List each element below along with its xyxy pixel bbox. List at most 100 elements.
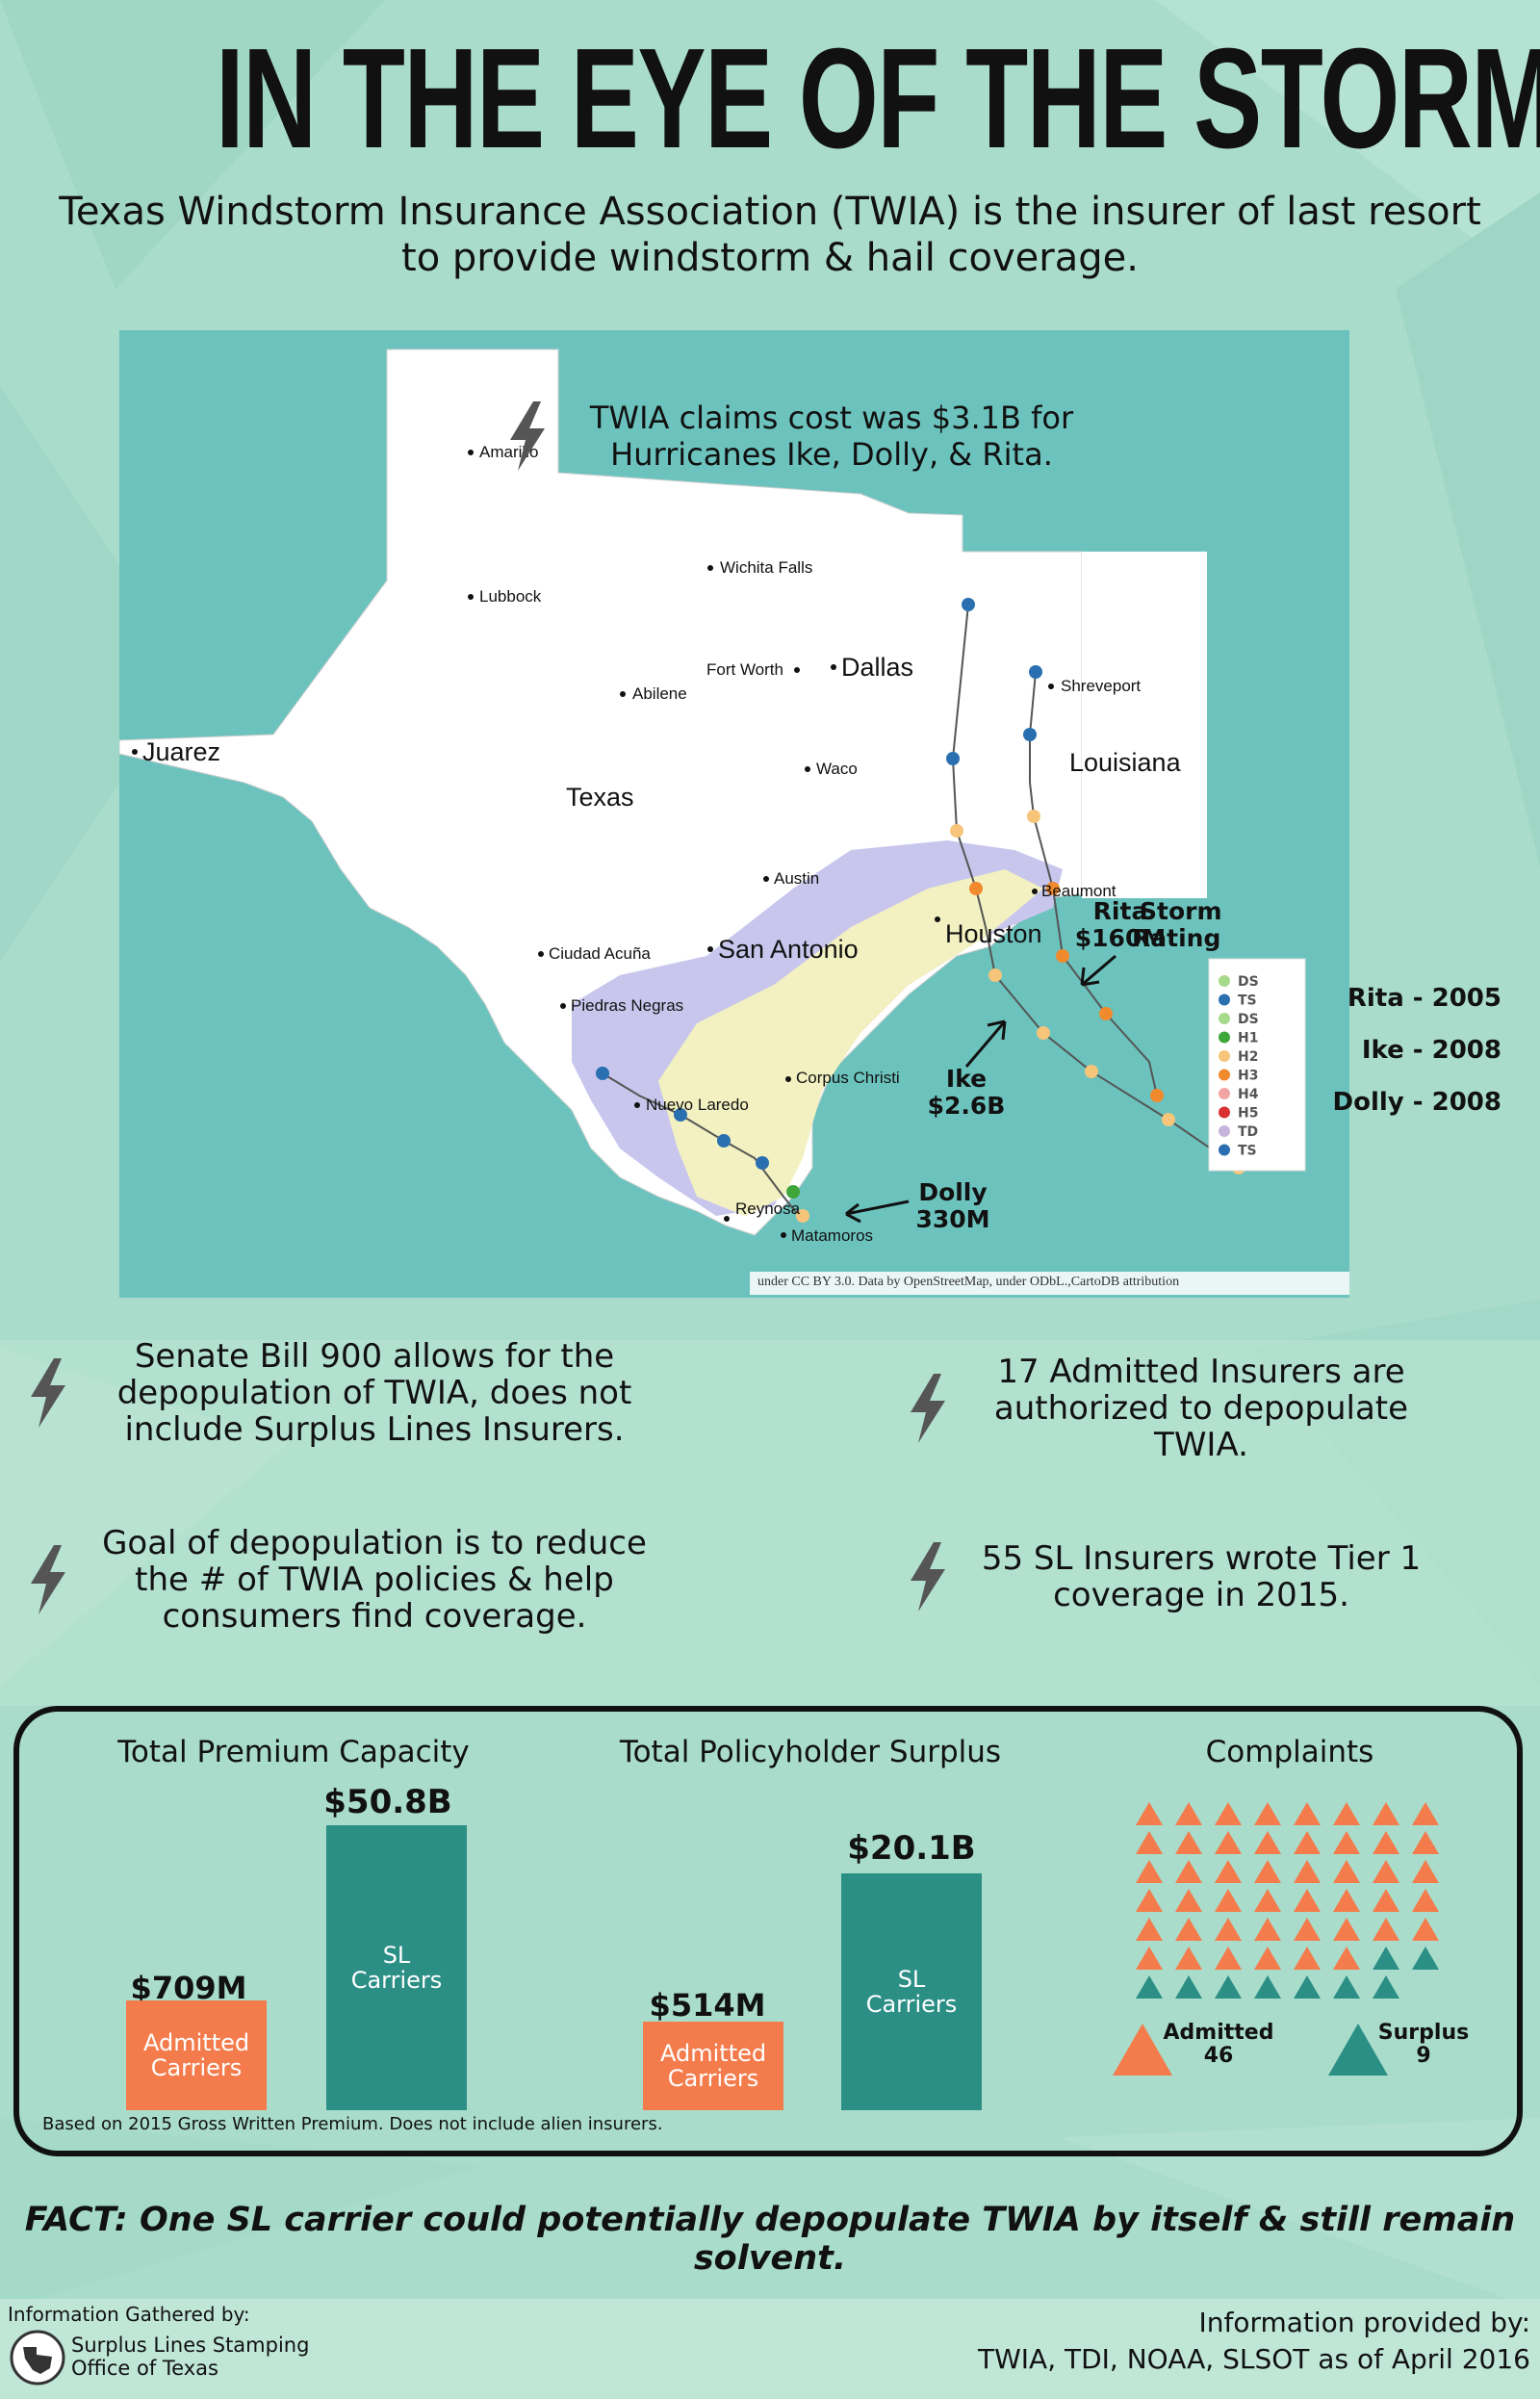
city-ciudad-acuna: Ciudad Acuña: [549, 944, 651, 963]
admitted-complaint-mark: [1294, 1918, 1321, 1941]
admitted-complaint-mark: [1254, 1831, 1281, 1854]
org-line-2: Office of Texas: [71, 2357, 218, 2380]
footer: Information Gathered by: Surplus Lines S…: [0, 2299, 1540, 2399]
point-4: 55 SL Insurers wrote Tier 1 coverage in …: [905, 1540, 1444, 1613]
admitted-complaint-mark: [1175, 1918, 1202, 1941]
rita-pt: [1023, 728, 1037, 741]
city-corpus-christi: Corpus Christi: [796, 1069, 900, 1087]
admitted-complaint-mark: [1215, 1831, 1242, 1854]
lightning-icon: [911, 1374, 945, 1443]
admitted-complaint-mark: [1136, 1947, 1163, 1970]
complaints-surplus-count: 9: [1416, 2044, 1431, 2068]
admitted-complaint-mark: [1254, 1889, 1281, 1912]
dolly-arrow: [845, 1200, 910, 1224]
rita-pt: [1150, 1089, 1164, 1102]
complaints-admitted: Admitted 46: [1161, 2022, 1276, 2068]
admitted-complaint-mark: [1136, 1889, 1163, 1912]
legend-label: TS: [1238, 993, 1257, 1009]
premium-admitted-value: $709M: [130, 1970, 247, 2006]
gathered-by: Information Gathered by:: [8, 2303, 250, 2326]
admitted-complaint-mark: [1294, 1947, 1321, 1970]
admitted-complaint-mark: [1373, 1918, 1399, 1941]
admitted-complaint-mark: [1333, 1831, 1360, 1854]
point-4-text: 55 SL Insurers wrote Tier 1 coverage in …: [981, 1539, 1422, 1614]
dolly-pt: [717, 1134, 731, 1148]
map-svg: Amarillo Lubbock Wichita Falls Fort Wort…: [119, 348, 1349, 1295]
ike-name: Ike: [946, 1065, 987, 1093]
coastal-zone-yellow: [658, 869, 1043, 1216]
city-labels: Amarillo Lubbock Wichita Falls Fort Wort…: [132, 443, 1182, 1245]
admitted-complaint-mark: [1412, 1860, 1439, 1883]
admitted-complaint-mark: [1373, 1860, 1399, 1883]
rita-pt: [1099, 1007, 1113, 1020]
complaints-admitted-label: Admitted: [1163, 2021, 1274, 2045]
lightning-icon: [911, 1542, 945, 1612]
complaints-grid: [1136, 1802, 1439, 1999]
org-name: Surplus Lines Stamping Office of Texas: [71, 2334, 309, 2380]
dolly-pt: [756, 1156, 769, 1170]
storm-map: Amarillo Lubbock Wichita Falls Fort Wort…: [119, 330, 1349, 1298]
legend-label: DS: [1238, 974, 1259, 990]
premium-sl-bar: SL Carriers: [326, 1825, 467, 2110]
dolly-pt: [596, 1067, 609, 1080]
admitted-complaint-mark: [1136, 1802, 1163, 1825]
admitted-complaint-mark: [1215, 1918, 1242, 1941]
lightning-icon: [31, 1545, 65, 1614]
admitted-complaint-mark: [1412, 1802, 1439, 1825]
admitted-complaint-mark: [1333, 1860, 1360, 1883]
city-reynosa: Reynosa: [735, 1200, 801, 1218]
admitted-complaint-mark: [1373, 1802, 1399, 1825]
year-rita: Rita - 2005: [1347, 984, 1502, 1013]
ike-pt: [1037, 1026, 1050, 1040]
legend-title-1: Storm: [1140, 897, 1222, 925]
surplus-complaint-mark: [1412, 1947, 1439, 1970]
city-piedras-negras: Piedras Negras: [571, 996, 683, 1015]
rita-pt: [1027, 810, 1040, 823]
slsot-logo: [10, 2330, 65, 2386]
city-dallas: Dallas: [841, 653, 913, 682]
legend-label: H1: [1238, 1031, 1258, 1046]
lightning-icon: [31, 1358, 65, 1428]
city-shreveport: Shreveport: [1061, 677, 1141, 695]
legend-swatch: [1219, 1106, 1230, 1119]
ike-pt: [962, 598, 975, 611]
admitted-complaint-mark: [1254, 1860, 1281, 1883]
legend-label: TS: [1238, 1144, 1257, 1159]
point-2: 17 Admitted Insurers are authorized to d…: [905, 1354, 1444, 1463]
admitted-complaint-mark: [1215, 1802, 1242, 1825]
legend-label: H5: [1238, 1106, 1258, 1122]
rita-pt: [1056, 949, 1069, 963]
ike-pt: [1162, 1113, 1175, 1126]
admitted-complaint-mark: [1136, 1918, 1163, 1941]
dolly-name: Dolly: [918, 1178, 987, 1206]
ike-arrow: [964, 1019, 1007, 1068]
admitted-complaint-mark: [1412, 1918, 1439, 1941]
admitted-complaint-mark: [1175, 1831, 1202, 1854]
lightning-icon: [510, 401, 545, 471]
admitted-complaint-mark: [1373, 1831, 1399, 1854]
premium-admitted-label: Admitted Carriers: [143, 2029, 250, 2081]
admitted-complaint-mark: [1254, 1918, 1281, 1941]
fact-statement: FACT: One SL carrier could potentially d…: [24, 2201, 1516, 2278]
city-juarez: Juarez: [142, 737, 220, 766]
surplus-title: Total Policyholder Surplus: [619, 1735, 1002, 1769]
city-matamoros: Matamoros: [791, 1226, 873, 1245]
legend-label: H2: [1238, 1049, 1258, 1065]
surplus-admitted-label: Admitted Carriers: [660, 2040, 767, 2092]
admitted-complaint-mark: [1294, 1831, 1321, 1854]
surplus-sl-value: $20.1B: [847, 1829, 976, 1868]
provided-by: Information provided by:: [1198, 2307, 1530, 2338]
surplus-complaint-mark: [1136, 1975, 1163, 1999]
legend-items: DS TS DS H1 H2 H3 H4 H5 TD TS: [1219, 974, 1259, 1159]
legend-swatch: [1219, 1144, 1230, 1156]
legend-swatch: [1219, 975, 1230, 987]
city-beaumont: Beaumont: [1041, 882, 1116, 900]
admitted-complaint-mark: [1136, 1831, 1163, 1854]
ike-pt: [1085, 1065, 1098, 1078]
admitted-complaint-mark: [1333, 1947, 1360, 1970]
admitted-complaint-mark: [1254, 1947, 1281, 1970]
admitted-complaint-mark: [1215, 1947, 1242, 1970]
complaints-title: Complaints: [1205, 1735, 1374, 1769]
admitted-complaint-mark: [1215, 1860, 1242, 1883]
admitted-complaint-mark: [1175, 1802, 1202, 1825]
